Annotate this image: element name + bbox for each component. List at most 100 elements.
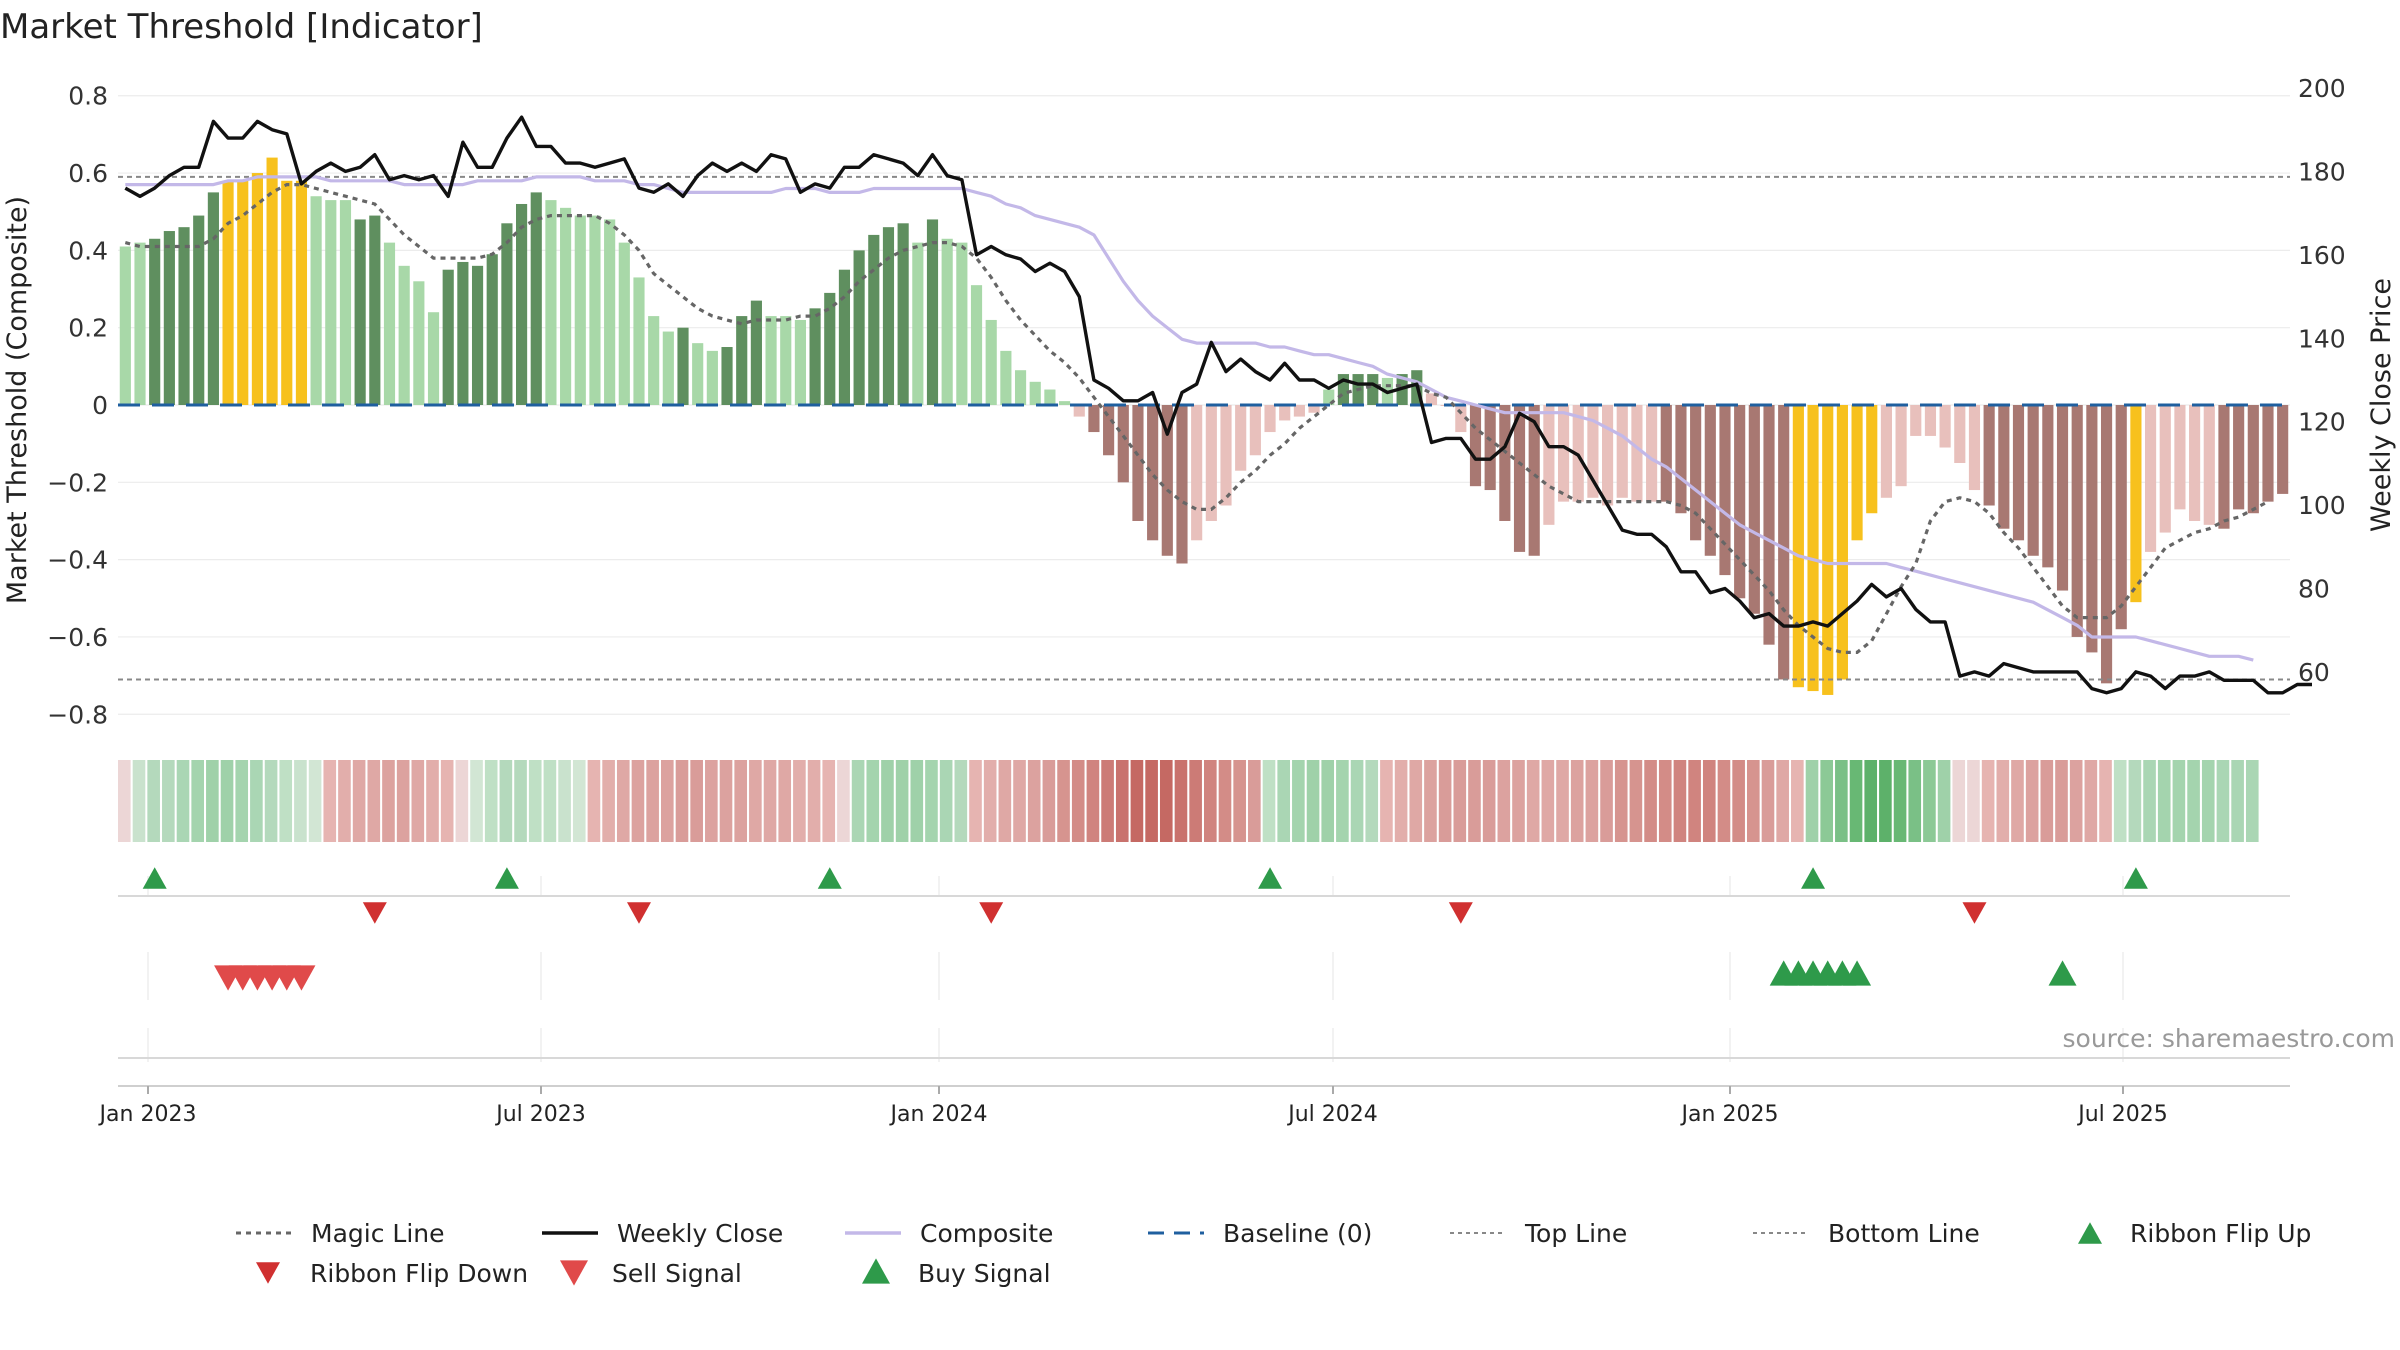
composite-bar — [2218, 405, 2230, 529]
ribbon-cell — [1776, 760, 1789, 842]
legend-symbol — [256, 1262, 280, 1284]
ribbon-cell — [528, 760, 542, 842]
x-tick-label: Jul 2025 — [2076, 1102, 2168, 1127]
composite-bar — [648, 316, 660, 405]
ribbon-cell — [1159, 760, 1173, 842]
composite-bar — [163, 231, 175, 405]
ribbon-cell — [646, 760, 659, 842]
composite-bar — [1279, 405, 1291, 421]
ribbon-cell — [939, 760, 953, 842]
composite-bar — [1939, 405, 1951, 448]
y-right-tick-label: 140 — [2298, 324, 2346, 353]
composite-bar — [1293, 405, 1305, 417]
legend-label: Ribbon Flip Up — [2130, 1219, 2311, 1248]
ribbon-cell — [1130, 760, 1144, 842]
ribbon-cell — [484, 760, 498, 842]
composite-bar — [2203, 405, 2215, 525]
composite-bar — [574, 215, 586, 405]
y-right-tick-label: 120 — [2298, 408, 2346, 437]
ribbon-cell — [1027, 760, 1041, 842]
composite-bar — [1044, 389, 1056, 405]
ribbon-flip-up-marker — [2123, 867, 2148, 889]
composite-bar — [2277, 405, 2289, 494]
composite-bar — [1748, 405, 1760, 614]
y-right-tick-label: 200 — [2298, 74, 2346, 103]
ribbon-cell — [1057, 760, 1070, 842]
ribbon-cell — [2011, 760, 2024, 842]
ribbon-cell — [558, 760, 571, 842]
ribbon-cell — [264, 760, 278, 842]
ribbon-flip-up-marker — [142, 867, 167, 889]
ribbon-cell — [455, 760, 469, 842]
ribbon-cell — [1115, 760, 1129, 842]
ribbon-cell — [572, 760, 586, 842]
composite-bar — [1103, 405, 1115, 456]
ribbon-cell — [396, 760, 410, 842]
composite-bar — [398, 265, 410, 405]
ribbon-cell — [1013, 760, 1026, 842]
ribbon-cell — [1761, 760, 1775, 842]
ribbon-cell — [1365, 760, 1379, 842]
composite-bar — [1513, 405, 1526, 552]
ribbon-cell — [866, 760, 880, 842]
composite-bar — [266, 157, 278, 405]
ribbon-cell — [954, 760, 968, 842]
ribbon-cell — [1424, 760, 1437, 842]
ribbon-cell — [338, 760, 351, 842]
composite-bar — [1176, 405, 1188, 564]
composite-bar — [589, 215, 601, 405]
composite-bar — [1029, 381, 1041, 405]
ribbon-cell — [1321, 760, 1335, 842]
signal-markers — [118, 867, 2290, 1286]
ribbon-cell — [1952, 760, 1966, 842]
composite-bar — [193, 215, 205, 405]
composite-bar — [1675, 405, 1687, 514]
composite-bar — [1308, 405, 1320, 413]
ribbon-cell — [1380, 760, 1393, 842]
composite-bar — [530, 192, 542, 405]
composite-bar — [941, 238, 953, 405]
composite-bar — [1249, 405, 1261, 456]
ribbon-cell — [1996, 760, 2010, 842]
y-right-tick-label: 100 — [2298, 491, 2346, 520]
ribbon-cell — [661, 760, 674, 842]
ribbon-cell — [2084, 760, 2098, 842]
composite-bar — [2262, 405, 2274, 502]
ribbon-cell — [719, 760, 733, 842]
composite-bar — [1543, 405, 1555, 525]
ribbon-cell — [675, 760, 689, 842]
x-axis: Jan 2023 Jul 2023 Jan 2024 Jul 2024 Jan 2025… — [98, 1085, 2290, 1127]
composite-bar — [1763, 405, 1775, 645]
y-right-tick-label: 80 — [2298, 575, 2330, 604]
composite-bar — [926, 219, 939, 405]
ribbon-cell — [1218, 760, 1232, 842]
ribbon-cell — [1688, 760, 1701, 842]
composite-bar — [692, 343, 704, 405]
y-left-tick-label: −0.6 — [47, 623, 108, 652]
composite-bar — [1323, 389, 1335, 405]
ribbon-cell — [1570, 760, 1584, 842]
ribbon-cell — [2055, 760, 2068, 842]
ribbon-cell — [807, 760, 821, 842]
ribbon-cell — [235, 760, 249, 842]
ribbon-cell — [1204, 760, 1217, 842]
ribbon-cell — [1174, 760, 1188, 842]
ribbon-cell — [1717, 760, 1731, 842]
composite-bar — [1704, 405, 1716, 556]
ribbon-cell — [1732, 760, 1745, 842]
ribbon-cell — [822, 760, 836, 842]
composite-bar — [1924, 405, 1937, 436]
ribbon-cell — [1805, 760, 1819, 842]
ribbon-cell — [2099, 760, 2112, 842]
composite-bar — [2027, 405, 2039, 556]
ribbon-cell — [2069, 760, 2083, 842]
composite-bar — [1014, 370, 1027, 405]
y-left-tick-label: 0.6 — [68, 159, 108, 188]
y-right-tick-label: 180 — [2298, 157, 2346, 186]
composite-bar — [2189, 405, 2201, 521]
composite-bar — [1220, 405, 1232, 506]
composite-bar — [956, 242, 968, 405]
ribbon-cell — [206, 760, 219, 842]
ribbon-cell — [1923, 760, 1936, 842]
